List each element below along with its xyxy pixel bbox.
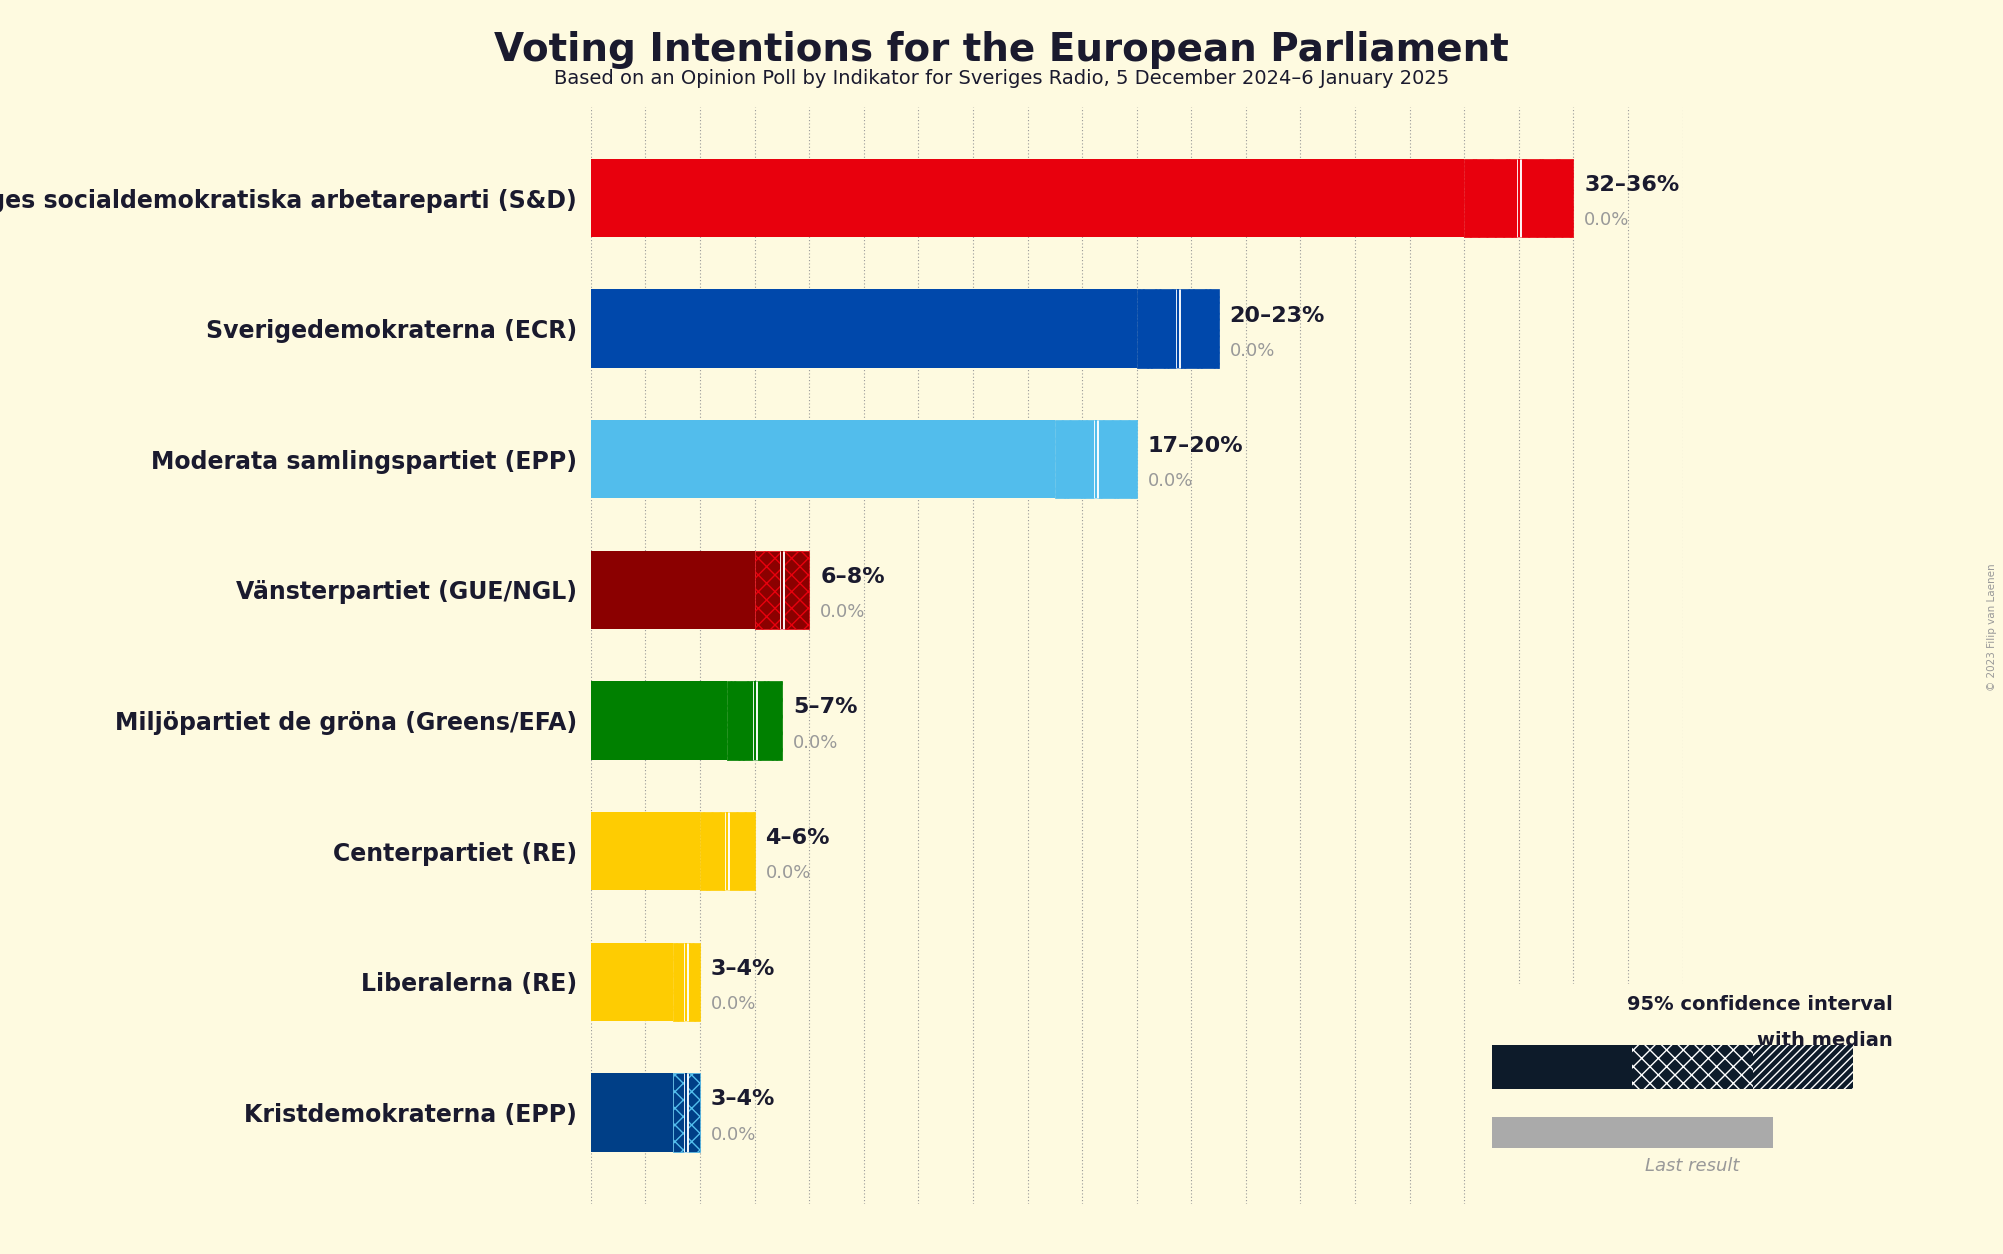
Text: Voting Intentions for the European Parliament: Voting Intentions for the European Parli…: [495, 31, 1508, 69]
Bar: [673, 1073, 701, 1151]
Text: Based on an Opinion Poll by Indikator for Sveriges Radio, 5 December 2024–6 Janu: Based on an Opinion Poll by Indikator fo…: [555, 69, 1448, 88]
Bar: [591, 813, 701, 890]
Text: 0.0%: 0.0%: [1148, 473, 1194, 490]
Bar: [673, 943, 701, 1021]
Text: 32–36%: 32–36%: [1584, 176, 1681, 194]
Text: 0.0%: 0.0%: [711, 1126, 757, 1144]
Bar: [591, 943, 673, 1021]
Text: 0.0%: 0.0%: [793, 734, 837, 751]
Text: 6–8%: 6–8%: [819, 567, 885, 587]
Bar: [591, 681, 727, 760]
Bar: [701, 813, 755, 890]
Text: with median: with median: [1757, 1031, 1893, 1050]
Bar: [1464, 159, 1572, 237]
Bar: [591, 420, 1056, 498]
Text: 0.0%: 0.0%: [819, 603, 865, 621]
Bar: [727, 681, 781, 760]
Bar: [591, 1073, 673, 1151]
Text: 20–23%: 20–23%: [1230, 306, 1324, 326]
Text: 5–7%: 5–7%: [793, 697, 857, 717]
Bar: [591, 551, 755, 630]
Text: © 2023 Filip van Laenen: © 2023 Filip van Laenen: [1987, 563, 1997, 691]
Text: 17–20%: 17–20%: [1148, 436, 1244, 456]
Bar: [1138, 290, 1218, 367]
Bar: [1632, 1045, 1753, 1088]
Text: 3–4%: 3–4%: [711, 959, 775, 978]
Text: 0.0%: 0.0%: [1230, 342, 1274, 360]
Text: 0.0%: 0.0%: [765, 864, 811, 883]
Bar: [1492, 1117, 1773, 1147]
Text: Last result: Last result: [1644, 1157, 1741, 1175]
Text: 95% confidence interval: 95% confidence interval: [1626, 996, 1893, 1014]
Text: 3–4%: 3–4%: [711, 1090, 775, 1110]
Bar: [591, 159, 1464, 237]
Text: 0.0%: 0.0%: [711, 994, 757, 1013]
Bar: [1056, 420, 1138, 498]
Text: 0.0%: 0.0%: [1584, 211, 1630, 229]
Bar: [755, 551, 809, 630]
Text: 4–6%: 4–6%: [765, 828, 829, 848]
Bar: [591, 290, 1138, 367]
Bar: [1492, 1045, 1632, 1088]
Bar: [1753, 1045, 1853, 1088]
